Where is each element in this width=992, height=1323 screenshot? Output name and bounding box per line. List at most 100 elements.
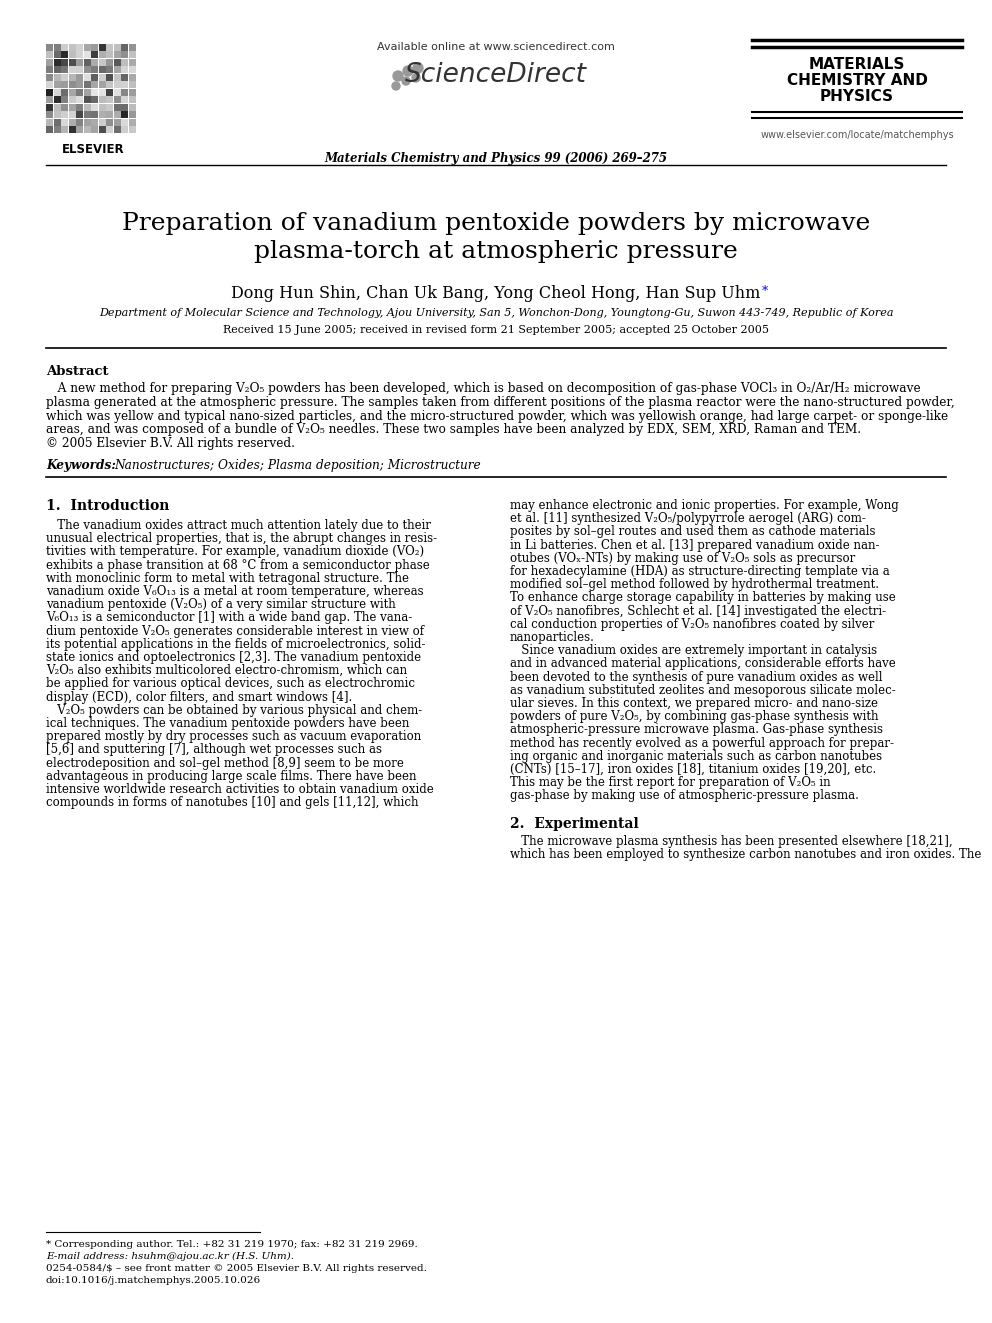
Bar xyxy=(91,89,98,95)
Bar xyxy=(113,97,120,103)
Bar xyxy=(106,52,113,58)
Text: vanadium oxide V₆O₁₃ is a metal at room temperature, whereas: vanadium oxide V₆O₁₃ is a metal at room … xyxy=(46,585,424,598)
Text: (CNTs) [15–17], iron oxides [18], titanium oxides [19,20], etc.: (CNTs) [15–17], iron oxides [18], titani… xyxy=(510,763,876,777)
Bar xyxy=(54,74,61,81)
Bar xyxy=(113,103,120,111)
Bar xyxy=(54,66,61,73)
Text: PHYSICS: PHYSICS xyxy=(820,89,894,105)
Text: plasma-torch at atmospheric pressure: plasma-torch at atmospheric pressure xyxy=(254,239,738,263)
Bar xyxy=(98,52,105,58)
Text: Preparation of vanadium pentoxide powders by microwave: Preparation of vanadium pentoxide powder… xyxy=(122,212,870,235)
Bar xyxy=(83,81,90,89)
Bar xyxy=(68,126,75,134)
Text: www.elsevier.com/locate/matchemphys: www.elsevier.com/locate/matchemphys xyxy=(760,130,954,140)
Bar xyxy=(113,89,120,95)
Text: atmospheric-pressure microwave plasma. Gas-phase synthesis: atmospheric-pressure microwave plasma. G… xyxy=(510,724,883,737)
Text: display (ECD), color filters, and smart windows [4].: display (ECD), color filters, and smart … xyxy=(46,691,352,704)
Text: method has recently evolved as a powerful approach for prepar-: method has recently evolved as a powerfu… xyxy=(510,737,894,750)
Text: which has been employed to synthesize carbon nanotubes and iron oxides. The: which has been employed to synthesize ca… xyxy=(510,848,981,861)
Text: CHEMISTRY AND: CHEMISTRY AND xyxy=(787,73,928,89)
Bar xyxy=(91,66,98,73)
Bar xyxy=(68,119,75,126)
Bar xyxy=(129,52,136,58)
Bar xyxy=(129,89,136,95)
Text: *: * xyxy=(762,284,768,298)
Bar xyxy=(121,81,128,89)
Bar xyxy=(113,74,120,81)
Bar xyxy=(76,111,83,118)
Text: A new method for preparing V₂O₅ powders has been developed, which is based on de: A new method for preparing V₂O₅ powders … xyxy=(46,382,921,396)
Bar xyxy=(76,52,83,58)
Text: exhibits a phase transition at 68 °C from a semiconductor phase: exhibits a phase transition at 68 °C fro… xyxy=(46,558,430,572)
Text: 1.  Introduction: 1. Introduction xyxy=(46,499,170,513)
Bar xyxy=(68,111,75,118)
Bar xyxy=(129,74,136,81)
Bar xyxy=(121,111,128,118)
Bar xyxy=(83,58,90,66)
Bar xyxy=(91,111,98,118)
Bar xyxy=(106,81,113,89)
Bar xyxy=(83,89,90,95)
Text: This may be the first report for preparation of V₂O₅ in: This may be the first report for prepara… xyxy=(510,777,830,790)
Bar xyxy=(61,44,68,50)
Bar xyxy=(98,103,105,111)
Bar xyxy=(68,81,75,89)
Text: plasma generated at the atmospheric pressure. The samples taken from different p: plasma generated at the atmospheric pres… xyxy=(46,396,954,409)
Bar xyxy=(121,44,128,50)
Bar xyxy=(121,103,128,111)
Text: V₂O₅ powders can be obtained by various physical and chem-: V₂O₅ powders can be obtained by various … xyxy=(46,704,423,717)
Text: otubes (VOₓ-NTs) by making use of V₂O₅ sols as precursor: otubes (VOₓ-NTs) by making use of V₂O₅ s… xyxy=(510,552,855,565)
Text: The vanadium oxides attract much attention lately due to their: The vanadium oxides attract much attenti… xyxy=(46,519,431,532)
Bar xyxy=(68,89,75,95)
Bar xyxy=(98,119,105,126)
Bar xyxy=(91,126,98,134)
Circle shape xyxy=(393,71,403,81)
Bar xyxy=(106,89,113,95)
Bar xyxy=(54,126,61,134)
Circle shape xyxy=(413,64,423,73)
Text: 2.  Experimental: 2. Experimental xyxy=(510,816,639,831)
Bar xyxy=(68,58,75,66)
Bar xyxy=(98,74,105,81)
Bar xyxy=(83,119,90,126)
Text: To enhance charge storage capability in batteries by making use: To enhance charge storage capability in … xyxy=(510,591,896,605)
Text: for hexadecylamine (HDA) as structure-directing template via a: for hexadecylamine (HDA) as structure-di… xyxy=(510,565,890,578)
Bar xyxy=(106,74,113,81)
Text: V₆O₁₃ is a semiconductor [1] with a wide band gap. The vana-: V₆O₁₃ is a semiconductor [1] with a wide… xyxy=(46,611,413,624)
Text: Keywords:: Keywords: xyxy=(46,459,124,472)
Bar xyxy=(129,81,136,89)
Bar xyxy=(61,89,68,95)
Text: electrodeposition and sol–gel method [8,9] seem to be more: electrodeposition and sol–gel method [8,… xyxy=(46,757,404,770)
Bar xyxy=(68,74,75,81)
Bar xyxy=(98,89,105,95)
Bar xyxy=(76,74,83,81)
Bar xyxy=(68,97,75,103)
Text: The microwave plasma synthesis has been presented elsewhere [18,21],: The microwave plasma synthesis has been … xyxy=(510,835,952,848)
Text: et al. [11] synthesized V₂O₅/polypyrrole aerogel (ARG) com-: et al. [11] synthesized V₂O₅/polypyrrole… xyxy=(510,512,866,525)
Bar xyxy=(91,97,98,103)
Text: Department of Molecular Science and Technology, Ajou University, San 5, Wonchon-: Department of Molecular Science and Tech… xyxy=(99,308,893,318)
Bar xyxy=(98,58,105,66)
Bar xyxy=(83,111,90,118)
Bar xyxy=(129,126,136,134)
Bar xyxy=(98,126,105,134)
Bar xyxy=(98,111,105,118)
Bar xyxy=(113,119,120,126)
Bar xyxy=(46,81,53,89)
Text: modified sol–gel method followed by hydrothermal treatment.: modified sol–gel method followed by hydr… xyxy=(510,578,879,591)
Text: cal conduction properties of V₂O₅ nanofibres coated by silver: cal conduction properties of V₂O₅ nanofi… xyxy=(510,618,874,631)
Circle shape xyxy=(392,82,400,90)
Text: unusual electrical properties, that is, the abrupt changes in resis-: unusual electrical properties, that is, … xyxy=(46,532,437,545)
Text: doi:10.1016/j.matchemphys.2005.10.026: doi:10.1016/j.matchemphys.2005.10.026 xyxy=(46,1275,261,1285)
Bar xyxy=(68,66,75,73)
Text: been devoted to the synthesis of pure vanadium oxides as well: been devoted to the synthesis of pure va… xyxy=(510,671,883,684)
Text: * Corresponding author. Tel.: +82 31 219 1970; fax: +82 31 219 2969.: * Corresponding author. Tel.: +82 31 219… xyxy=(46,1240,418,1249)
Bar xyxy=(76,58,83,66)
Bar xyxy=(46,74,53,81)
Text: state ionics and optoelectronics [2,3]. The vanadium pentoxide: state ionics and optoelectronics [2,3]. … xyxy=(46,651,422,664)
Text: ing organic and inorganic materials such as carbon nanotubes: ing organic and inorganic materials such… xyxy=(510,750,882,763)
Text: ELSEVIER: ELSEVIER xyxy=(62,143,124,156)
Bar xyxy=(83,103,90,111)
Bar xyxy=(46,66,53,73)
Bar xyxy=(61,126,68,134)
